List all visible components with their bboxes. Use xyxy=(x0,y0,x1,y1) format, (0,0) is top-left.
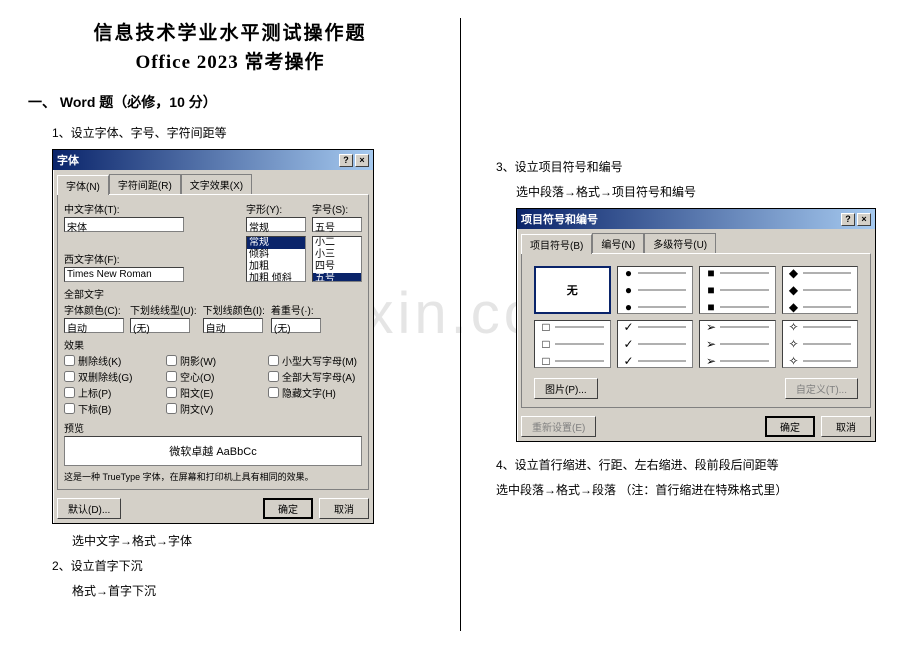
bullets-close-button[interactable]: × xyxy=(857,213,871,226)
bullets-dialog: 项目符号和编号 ? × 项目符号(B) 编号(N) 多级符号(U) 无 ● ● … xyxy=(516,208,876,442)
size-opt-3[interactable]: 小三 xyxy=(313,249,361,261)
font-dialog-title: 字体 xyxy=(57,152,79,168)
effects-label: 效果 xyxy=(64,337,362,352)
chk-engrave[interactable]: 阴文(V) xyxy=(166,401,260,416)
color-select[interactable]: 自动 xyxy=(64,318,124,333)
tab-bullets[interactable]: 项目符号(B) xyxy=(521,234,592,254)
chk-dblstrike[interactable]: 双删除线(G) xyxy=(64,369,158,384)
item-2: 2、设立首字下沉 xyxy=(52,557,432,574)
size-listbox[interactable]: 小二 小三 四号 五号 xyxy=(312,236,362,282)
bullets-title: 项目符号和编号 xyxy=(521,211,598,227)
left-column: 信息技术学业水平测试操作题 Office 2023 常考操作 一、 Word 题… xyxy=(0,0,460,651)
chk-hidden[interactable]: 隐藏文字(H) xyxy=(268,385,362,400)
tab-font[interactable]: 字体(N) xyxy=(57,175,109,195)
tab-numbers[interactable]: 编号(N) xyxy=(592,233,644,253)
underline-select[interactable]: (无) xyxy=(130,318,190,333)
chk-outline[interactable]: 空心(O) xyxy=(166,369,260,384)
path-3: 选中段落→格式→项目符号和编号 xyxy=(516,183,892,200)
en-font-select[interactable]: Times New Roman xyxy=(64,267,184,282)
style-opt-2[interactable]: 加粗 xyxy=(247,261,305,273)
chk-super[interactable]: 上标(P) xyxy=(64,385,158,400)
cn-font-select[interactable]: 宋体 xyxy=(64,217,184,232)
style-opt-3[interactable]: 加粗 倾斜 xyxy=(247,273,305,282)
page-title-2: Office 2023 常考操作 xyxy=(28,47,432,74)
tab-multilevel[interactable]: 多级符号(U) xyxy=(644,233,716,253)
tab-spacing[interactable]: 字符间距(R) xyxy=(109,174,181,194)
truetype-note: 这是一种 TrueType 字体，在屏幕和打印机上具有相同的效果。 xyxy=(64,470,362,483)
bullets-cancel-button[interactable]: 取消 xyxy=(821,416,871,437)
ulcolor-select[interactable]: 自动 xyxy=(203,318,263,333)
preview-label: 预览 xyxy=(64,420,362,435)
chk-sub[interactable]: 下标(B) xyxy=(64,401,158,416)
style-opt-1[interactable]: 倾斜 xyxy=(247,249,305,261)
preview-box: 微软卓越 AaBbCc xyxy=(64,436,362,466)
en-font-label: 西文字体(F): xyxy=(64,251,240,266)
bullet-box[interactable]: □ □ □ xyxy=(534,320,611,368)
picture-button[interactable]: 图片(P)... xyxy=(534,378,598,399)
size-opt-6[interactable]: 五号 xyxy=(313,273,361,282)
bullet-check[interactable]: ✓ ✓ ✓ xyxy=(617,320,694,368)
size-label: 字号(S): xyxy=(312,201,362,216)
chk-strike[interactable]: 删除线(K) xyxy=(64,353,158,368)
emphasis-select[interactable]: (无) xyxy=(271,318,321,333)
emphasis-label: 着重号(·): xyxy=(271,302,321,317)
help-button[interactable]: ? xyxy=(339,154,353,167)
cancel-button[interactable]: 取消 xyxy=(319,498,369,519)
cn-font-label: 中文字体(T): xyxy=(64,201,240,216)
ulcolor-label: 下划线颜色(I): xyxy=(203,302,265,317)
bullets-titlebar: 项目符号和编号 ? × xyxy=(517,209,875,229)
underline-label: 下划线线型(U): xyxy=(130,302,197,317)
chk-allcaps[interactable]: 全部大写字母(A) xyxy=(268,369,362,384)
style-opt-0[interactable]: 常规 xyxy=(247,237,305,249)
bullet-arrow[interactable]: ➢ ➢ ➢ xyxy=(699,320,776,368)
size-opt-4[interactable]: 四号 xyxy=(313,261,361,273)
font-dialog-titlebar: 字体 ? × xyxy=(53,150,373,170)
custom-button[interactable]: 自定义(T)... xyxy=(785,378,858,399)
color-label: 字体颜色(C): xyxy=(64,302,124,317)
bullets-ok-button[interactable]: 确定 xyxy=(765,416,815,437)
chk-emboss[interactable]: 阳文(E) xyxy=(166,385,260,400)
style-listbox[interactable]: 常规 倾斜 加粗 加粗 倾斜 xyxy=(246,236,306,282)
page-title-1: 信息技术学业水平测试操作题 xyxy=(28,18,432,45)
bullet-diamond[interactable]: ◆ ◆ ◆ xyxy=(782,266,859,314)
section-heading: 一、 Word 题（必修，10 分） xyxy=(28,92,432,112)
item-1: 1、设立字体、字号、字符间距等 xyxy=(52,124,432,141)
tab-effects[interactable]: 文字效果(X) xyxy=(181,174,252,194)
bullets-help-button[interactable]: ? xyxy=(841,213,855,226)
right-column: 3、设立项目符号和编号 选中段落→格式→项目符号和编号 项目符号和编号 ? × … xyxy=(460,0,920,651)
style-label: 字形(Y): xyxy=(246,201,306,216)
close-button[interactable]: × xyxy=(355,154,369,167)
reset-button[interactable]: 重新设置(E) xyxy=(521,416,596,437)
bullet-none[interactable]: 无 xyxy=(534,266,611,314)
alltext-label: 全部文字 xyxy=(64,286,362,301)
chk-shadow[interactable]: 阴影(W) xyxy=(166,353,260,368)
chk-smallcaps[interactable]: 小型大写字母(M) xyxy=(268,353,362,368)
bullet-disc[interactable]: ● ● ● xyxy=(617,266,694,314)
default-button[interactable]: 默认(D)... xyxy=(57,498,121,519)
path-2: 格式→首字下沉 xyxy=(72,582,432,599)
item-4: 4、设立首行缩进、行距、左右缩进、段前段后间距等 xyxy=(496,456,892,473)
font-dialog: 字体 ? × 字体(N) 字符间距(R) 文字效果(X) 中文字体(T): 宋体 xyxy=(52,149,374,524)
ok-button[interactable]: 确定 xyxy=(263,498,313,519)
size-opt-1[interactable]: 小二 xyxy=(313,237,361,249)
bullet-star[interactable]: ✧ ✧ ✧ xyxy=(782,320,859,368)
path-1: 选中文字→格式→字体 xyxy=(72,532,432,549)
path-4: 选中段落→格式→段落 （注：首行缩进在特殊格式里） xyxy=(496,481,892,498)
bullet-square[interactable]: ■ ■ ■ xyxy=(699,266,776,314)
size-input[interactable]: 五号 xyxy=(312,217,362,232)
style-input[interactable]: 常规 xyxy=(246,217,306,232)
item-3: 3、设立项目符号和编号 xyxy=(496,158,892,175)
